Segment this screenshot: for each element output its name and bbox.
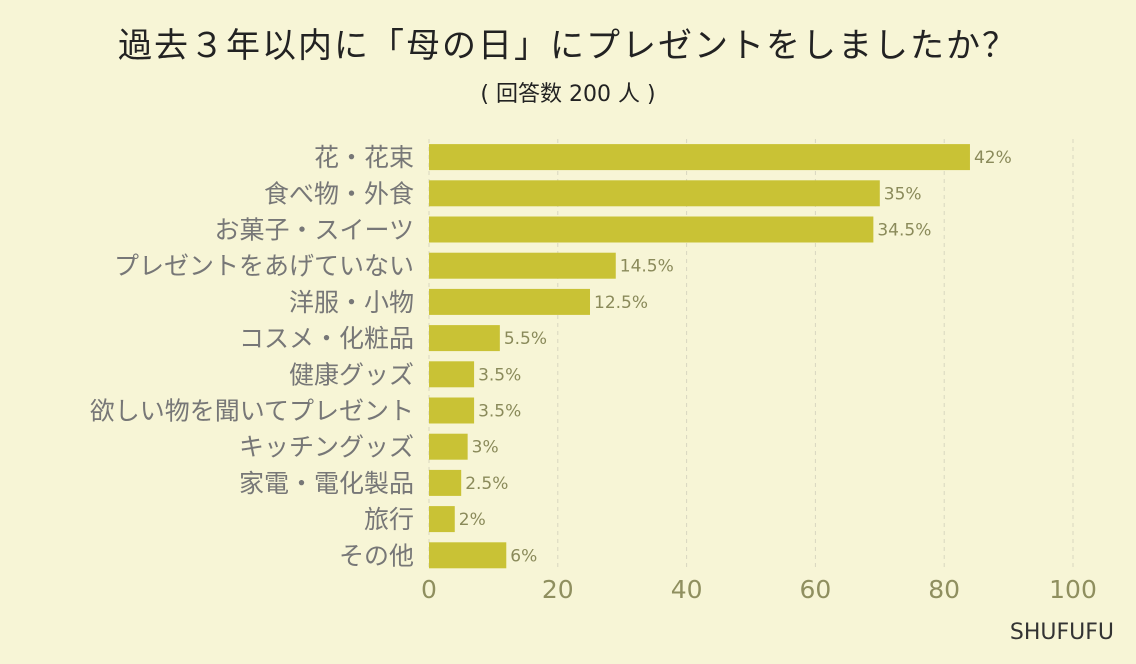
value-labels: 42% 35% 34.5% 14.5% 12.5% 5.5% 3.5% 3.5% 3% 2.5% 2…: [459, 148, 1012, 566]
category-label: 花・花束: [314, 143, 414, 172]
bars: [429, 144, 970, 569]
x-axis-ticks: 0 20 40 60 80 100: [421, 575, 1097, 604]
category-label: キッチングッズ: [239, 433, 414, 462]
x-tick-label: 40: [671, 575, 703, 604]
x-tick-label: 100: [1049, 575, 1097, 604]
bar: [429, 542, 507, 569]
bar: [429, 216, 874, 243]
bar: [429, 252, 616, 279]
x-tick-label: 20: [542, 575, 574, 604]
bar: [429, 506, 455, 533]
x-tick-label: 0: [421, 575, 437, 604]
category-labels: 花・花束食べ物・外食お菓子・スイーツプレゼントをあげていない洋服・小物コスメ・化…: [90, 143, 414, 570]
value-label: 34.5%: [877, 221, 931, 241]
bar: [429, 397, 475, 424]
category-label: 家電・電化製品: [239, 469, 414, 498]
x-tick-label: 80: [928, 575, 960, 604]
value-label: 42%: [974, 148, 1012, 168]
bar: [429, 433, 468, 460]
x-tick-label: 60: [799, 575, 831, 604]
brand-watermark: SHUFUFU: [1009, 620, 1114, 645]
category-label: その他: [339, 541, 414, 570]
category-label: 旅行: [364, 505, 414, 534]
bar: [429, 325, 500, 352]
category-label: 欲しい物を聞いてプレゼント: [90, 397, 414, 426]
category-label: 健康グッズ: [289, 360, 414, 389]
chart-subtitle: ( 回答数 200 人 ): [480, 82, 656, 107]
value-label: 2.5%: [465, 474, 508, 494]
bar: [429, 469, 462, 496]
value-label: 5.5%: [504, 329, 547, 349]
category-label: お菓子・スイーツ: [214, 216, 414, 245]
value-label: 3.5%: [478, 402, 521, 422]
category-label: 洋服・小物: [289, 288, 414, 317]
category-label: コスメ・化粧品: [239, 324, 414, 353]
value-label: 3%: [472, 438, 499, 458]
value-label: 35%: [884, 184, 922, 204]
bar: [429, 144, 970, 171]
category-label: 食べ物・外食: [264, 179, 414, 208]
category-label: プレゼントをあげていない: [114, 252, 414, 281]
bar: [429, 361, 475, 388]
value-label: 6%: [510, 546, 537, 566]
value-label: 3.5%: [478, 365, 521, 385]
chart-title: 過去３年以内に「母の日」にプレゼントをしましたか？: [118, 26, 1018, 66]
value-label: 14.5%: [620, 257, 674, 277]
bar: [429, 288, 590, 315]
value-label: 2%: [459, 510, 486, 530]
value-label: 12.5%: [594, 293, 648, 313]
bar: [429, 180, 880, 207]
